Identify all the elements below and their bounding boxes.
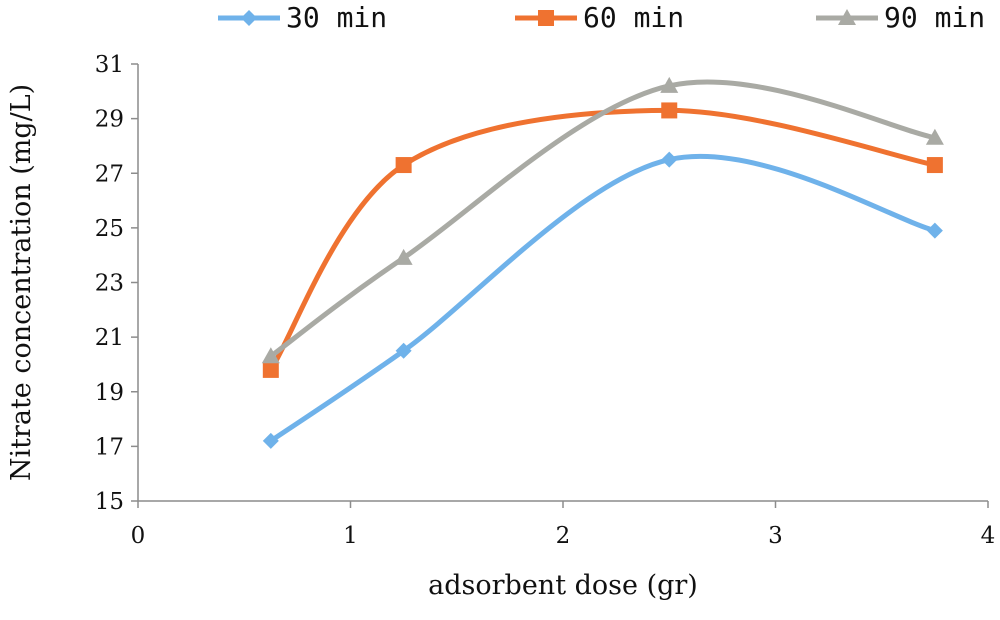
data-point xyxy=(661,102,678,119)
data-point xyxy=(395,157,412,174)
legend-label: 30 min xyxy=(286,1,387,34)
y-tick-label: 31 xyxy=(95,52,124,78)
legend-marker xyxy=(538,10,554,26)
y-tick-label: 15 xyxy=(95,489,124,515)
data-point xyxy=(661,151,678,168)
data-point xyxy=(925,128,944,145)
data-point xyxy=(394,248,413,265)
y-tick-label: 27 xyxy=(95,161,124,187)
data-point xyxy=(660,76,679,93)
data-point xyxy=(262,361,279,378)
legend-item: 30 min xyxy=(218,1,387,34)
y-tick-label: 21 xyxy=(95,325,124,351)
legend-marker xyxy=(241,10,257,26)
x-axis-ticks: 0 1 2 3 4 xyxy=(131,501,996,549)
x-tick-label: 4 xyxy=(981,523,996,549)
legend-label: 60 min xyxy=(583,1,684,34)
series-line xyxy=(268,107,938,373)
legend-item: 60 min xyxy=(515,1,684,34)
y-tick-label: 23 xyxy=(95,271,124,297)
x-axis-title: adsorbent dose (gr) xyxy=(428,570,698,601)
x-tick-label: 2 xyxy=(556,523,571,549)
data-point xyxy=(926,222,943,239)
data-point xyxy=(395,342,412,359)
x-tick-label: 3 xyxy=(768,523,783,549)
legend-label: 90 min xyxy=(884,1,985,34)
y-tick-label: 19 xyxy=(95,380,124,406)
series-layer xyxy=(261,76,944,449)
y-tick-label: 25 xyxy=(95,216,124,242)
data-point xyxy=(261,347,280,364)
legend: 30 min 60 min 90 min xyxy=(218,1,985,34)
data-point xyxy=(262,432,279,449)
series-30-min xyxy=(262,151,943,449)
y-tick-label: 29 xyxy=(95,107,124,133)
series-line xyxy=(268,79,938,359)
x-tick-label: 1 xyxy=(343,523,358,549)
y-axis-title: Nitrate concentration (mg/L) xyxy=(6,84,37,481)
series-line xyxy=(268,153,938,444)
legend-item: 90 min xyxy=(816,1,985,34)
x-tick-label: 0 xyxy=(131,523,146,549)
y-tick-label: 17 xyxy=(95,434,124,460)
data-point xyxy=(926,157,943,174)
legend-marker xyxy=(838,9,856,25)
series-90-min xyxy=(261,76,944,364)
y-axis-ticks: 15 17 19 21 23 25 27 29 31 xyxy=(95,52,138,515)
series-60-min xyxy=(262,102,943,378)
